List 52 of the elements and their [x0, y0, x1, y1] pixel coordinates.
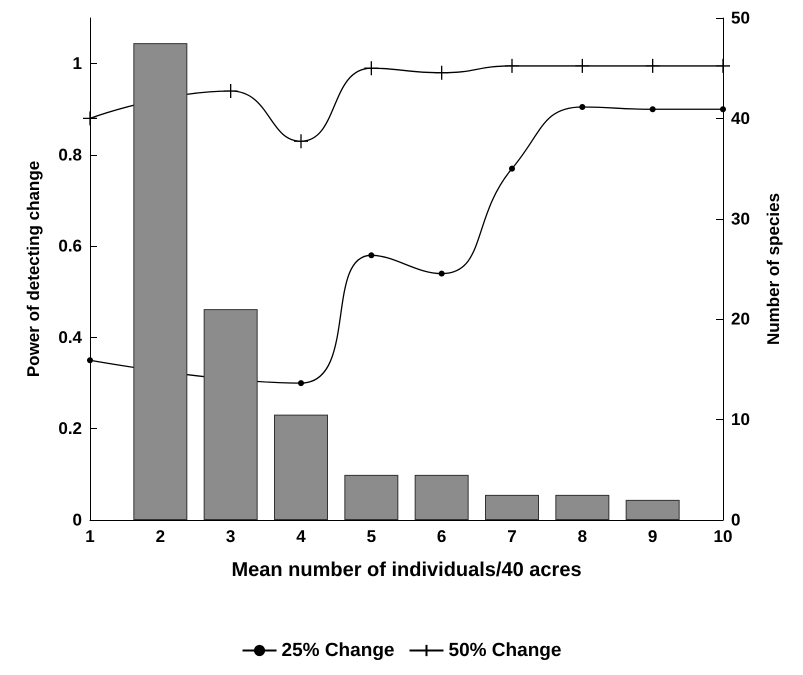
y2-axis-title: Number of species: [764, 192, 783, 346]
point: [579, 104, 586, 110]
y-tick-label: 0.4: [58, 328, 83, 347]
point: [82, 110, 98, 126]
y-tick-label: 0.6: [58, 236, 82, 256]
y2-tick-label: 10: [731, 410, 750, 430]
x-tick-label: 7: [507, 527, 517, 546]
x-tick-label: 6: [436, 527, 446, 546]
bar: [485, 494, 539, 520]
y-axis-title: Power of detecting change: [24, 160, 43, 378]
point: [434, 65, 450, 80]
legend-label: 25% Change: [282, 640, 395, 661]
x-tick-label: 9: [648, 527, 658, 546]
x-tick-label: 4: [296, 527, 306, 546]
point: [438, 270, 445, 277]
point: [368, 252, 374, 258]
bar: [414, 474, 469, 520]
legend-label: 50% Change: [448, 640, 562, 661]
point: [645, 58, 660, 74]
x-tick-label: 5: [366, 527, 376, 546]
x-tick-label: 10: [714, 527, 732, 546]
bar: [344, 474, 398, 520]
y-tick-label: 1: [72, 54, 82, 74]
y-tick-label: 0: [72, 510, 82, 530]
x-tick-label: 8: [578, 527, 588, 546]
point: [509, 166, 515, 172]
point: [504, 58, 520, 74]
bar: [555, 494, 610, 520]
point: [574, 58, 590, 74]
y-tick-label: 0.2: [58, 419, 82, 438]
bar: [133, 43, 188, 520]
x-axis-title: Mean number of individuals/40 acres: [231, 559, 582, 581]
y2-tick-label: 50: [731, 8, 750, 28]
point: [720, 106, 726, 112]
point: [715, 58, 731, 74]
y2-tick-label: 0: [731, 510, 740, 530]
point: [298, 380, 304, 386]
bar: [626, 500, 680, 520]
x-tick-label: 3: [226, 527, 236, 546]
y2-tick-label: 40: [731, 108, 750, 128]
point: [364, 60, 379, 76]
y2-tick-label: 20: [731, 310, 750, 329]
point: [87, 357, 93, 364]
point: [223, 83, 238, 99]
x-tick-label: 1: [85, 527, 95, 546]
y-tick-label: 0.8: [58, 145, 82, 164]
bar: [204, 309, 258, 520]
y2-tick-label: 30: [731, 209, 750, 228]
point: [650, 106, 656, 112]
point: [293, 134, 309, 149]
x-tick-label: 2: [156, 527, 166, 546]
bar: [274, 414, 328, 520]
